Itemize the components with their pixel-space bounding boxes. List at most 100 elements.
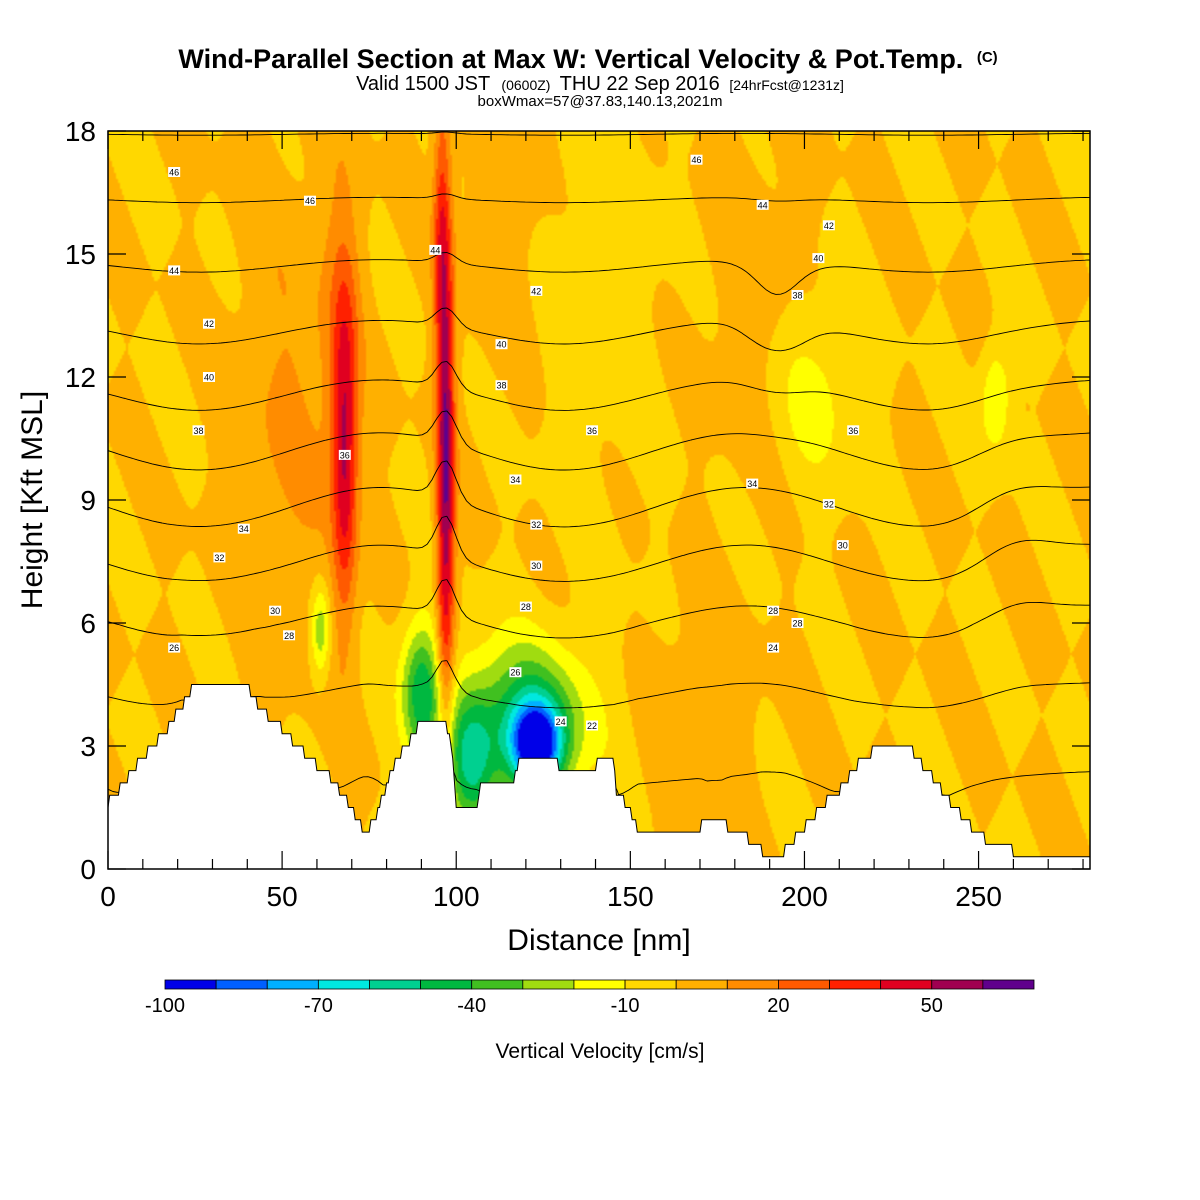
theta-contour-label: 26 (509, 667, 522, 678)
y-tick-label: 12 (65, 362, 96, 393)
colorbar-swatch (266, 979, 319, 990)
theta-contour-40 (108, 307, 1090, 352)
y-axis-label: Height [Kft MSL] (16, 391, 49, 609)
colorbar-swatch (829, 979, 882, 990)
x-tick-label: 250 (955, 881, 1002, 912)
colorbar-swatch (369, 979, 421, 990)
theta-label-text: 24 (768, 643, 778, 653)
terrain (108, 684, 1090, 869)
theta-contour-label: 36 (586, 425, 599, 436)
theta-contour-label: 30 (836, 540, 849, 551)
theta-label-text: 36 (587, 426, 597, 436)
theta-label-text: 42 (204, 319, 214, 329)
colorbar-swatch (420, 979, 473, 990)
subtitle-date: THU 22 Sep 2016 (560, 73, 720, 95)
colorbar-swatch (931, 979, 984, 990)
theta-contour-labels: 46 46 46 44 44 44 42 42 42 40 40 40 38 38 38 36 36 36 34 34… (168, 154, 860, 731)
theta-contour-label: 44 (168, 265, 181, 276)
theta-contour-label: 32 (822, 499, 835, 510)
theta-contour-label: 38 (192, 425, 205, 436)
theta-contour-label: 32 (530, 519, 543, 530)
theta-label-text: 44 (169, 266, 179, 276)
theta-label-bg (283, 630, 296, 641)
y-tick-label: 18 (65, 116, 96, 147)
theta-contour-label: 44 (756, 199, 769, 210)
theta-label-bg (822, 499, 835, 510)
x-tick-label: 150 (607, 881, 654, 912)
theta-label-bg (791, 290, 804, 300)
theta-label-text: 28 (284, 631, 294, 641)
theta-contour-label: 24 (767, 642, 780, 653)
colorbar-swatch (471, 979, 524, 990)
subtitle-forecast: [24hrFcst@1231z] (729, 77, 844, 93)
theta-label-bg (836, 540, 849, 551)
theta-label-bg (213, 552, 226, 563)
theta-contour-label: 36 (338, 449, 351, 460)
colorbar-swatch (778, 979, 830, 990)
theta-label-bg (530, 285, 543, 296)
theta-contour-label: 34 (746, 478, 759, 489)
theta-contour-label: 34 (509, 474, 522, 485)
theta-label-text: 44 (758, 200, 768, 210)
theta-label-text: 22 (587, 721, 597, 731)
theta-contour-label: 30 (530, 560, 543, 571)
theta-contour-label: 40 (495, 339, 508, 350)
colorbar-swatch (880, 979, 933, 990)
theta-contour-label: 44 (429, 244, 442, 255)
theta-contour-32 (108, 515, 1090, 582)
theta-label-bg (168, 265, 181, 276)
theta-label-text: 42 (531, 286, 541, 296)
theta-label-text: 36 (848, 426, 858, 436)
colorbar-tick-label: -70 (304, 995, 333, 1017)
theta-label-text: 28 (768, 606, 778, 616)
theta-contour-label: 40 (812, 253, 825, 264)
y-tick-label: 9 (80, 485, 96, 516)
theta-label-bg (530, 519, 543, 530)
subtitle-valid-time: Valid 1500 JST (356, 73, 490, 95)
theta-contour-36 (108, 410, 1090, 471)
theta-contour-label: 34 (237, 523, 250, 534)
theta-label-text: 38 (194, 426, 204, 436)
theta-label-text: 46 (305, 196, 315, 206)
theta-contour-label: 46 (690, 154, 703, 165)
y-tick-label: 0 (80, 854, 96, 885)
theta-label-text: 28 (521, 602, 531, 612)
theta-contour-34 (108, 460, 1090, 528)
theta-label-bg (202, 372, 215, 382)
theta-label-bg (168, 167, 181, 177)
theta-contour-label: 22 (586, 720, 599, 731)
theta-contour-28 (108, 660, 1090, 709)
theta-label-text: 24 (556, 717, 566, 727)
theta-contour-label: 32 (213, 552, 226, 563)
colorbar-tick-label: 20 (767, 995, 789, 1017)
x-axis-label: Distance [nm] (507, 924, 690, 957)
theta-label-bg (519, 601, 532, 612)
theta-label-bg (586, 425, 599, 436)
y-tick-label: 6 (80, 608, 96, 639)
theta-label-bg (509, 667, 522, 678)
chart-title-mark: (C) (977, 49, 998, 66)
theta-label-text: 40 (496, 340, 506, 350)
theta-contour-42 (108, 252, 1090, 295)
theta-contour-38 (108, 361, 1090, 411)
theta-contour-46 (108, 131, 1090, 136)
theta-label-bg (303, 195, 316, 206)
colorbar-swatch (522, 979, 575, 990)
theta-contour-44 (108, 193, 1090, 204)
theta-contour-label: 28 (767, 605, 780, 616)
theta-label-bg (202, 318, 215, 329)
theta-contour-label: 26 (168, 642, 181, 653)
theta-label-text: 26 (169, 643, 179, 653)
theta-label-bg (756, 199, 769, 210)
theta-contour-label: 40 (202, 372, 215, 383)
theta-label-bg (530, 560, 543, 571)
theta-label-bg (767, 605, 780, 616)
theta-label-text: 34 (239, 524, 249, 534)
theta-contour-label: 42 (822, 220, 835, 231)
x-tick-label: 200 (781, 881, 828, 912)
theta-contour-label: 28 (283, 630, 296, 641)
theta-label-bg (429, 244, 442, 255)
